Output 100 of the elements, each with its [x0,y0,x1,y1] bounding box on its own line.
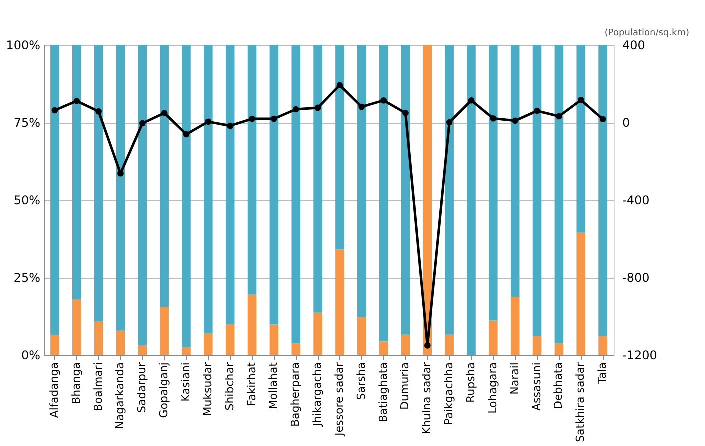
bar [116,45,126,331]
point [292,106,300,113]
x-tick-label: Sadarpur [136,362,149,413]
x-tick-label: Alfadanga [48,362,61,418]
bar [401,334,410,355]
bar [50,335,60,355]
bar [72,45,82,300]
bar [598,336,608,355]
bar [445,45,454,335]
bar [248,294,257,355]
bar [138,45,148,346]
point [271,116,278,122]
bar [50,45,60,336]
bar [358,45,366,318]
point [139,120,146,127]
point [424,342,431,349]
x-tick-label: Assasuni [530,362,544,411]
bar [423,45,432,355]
x-tick-label: Boalmari [92,362,105,412]
bar [226,324,235,355]
bar [401,45,410,335]
x-tick-label: Nagarkanda [114,362,127,430]
bar [532,45,542,336]
bar [226,45,235,324]
point [512,118,519,124]
point [336,82,344,88]
bar [94,322,104,355]
x-tick-label: Satkhira sadar [574,362,588,442]
point [74,98,80,104]
bar [510,45,520,298]
point [468,97,475,104]
y2-tick-label: -1200 [622,348,658,362]
point [556,113,562,120]
point [490,115,497,122]
y-tick-label: 100% [6,38,40,52]
point [600,116,606,123]
x-tick-label: Fakirhat [245,362,258,406]
bar [554,45,564,344]
x-tick-label: Gopalganj [158,362,171,418]
bar [489,320,498,355]
x-tick-label: Sarsha [354,362,368,400]
x-tick-label: Debhata [552,362,566,410]
bar [379,45,388,342]
bar [292,45,300,344]
y-tick-label: 25% [14,271,40,285]
y2-tick-label: 0 [622,116,630,130]
y2-axis-title: (Population/sq.km) [604,28,690,38]
bar [270,324,279,355]
bar [576,232,586,355]
x-tick-label: Tala [596,362,610,385]
point [578,97,584,104]
bar [576,45,586,233]
x-tick-label: Batiaghata [376,362,390,423]
bar [445,334,454,355]
bar [204,45,213,334]
bar [489,45,498,321]
bar [204,334,213,355]
x-tick-label: Kasiani [180,362,192,402]
bar [248,45,257,295]
x-tick-label: Jessore sadar [332,362,346,437]
bar [160,306,169,355]
bar [94,45,104,322]
y2-tick-label: 400 [622,38,646,52]
point [52,107,58,114]
y2-tick-label: -400 [622,194,650,208]
y2-tick-label: -800 [622,271,650,285]
x-tick-label: Muksudar [201,362,214,416]
point [380,97,387,104]
bar [336,250,344,355]
point [205,118,212,126]
point [118,170,124,177]
bar [160,45,169,307]
bar [379,342,388,355]
y-tick-label: 75% [14,116,40,130]
bar [510,297,520,355]
bar [314,45,322,313]
point [402,110,409,116]
point [183,131,190,138]
x-tick-label: Rupsha [464,362,478,404]
x-tick-label: Dumuria [398,362,412,410]
bar [182,347,191,355]
x-tick-label: Bhanga [70,362,83,404]
bar [116,330,126,355]
bar [554,344,564,355]
point [227,122,234,130]
bar [270,45,279,325]
point [96,108,102,115]
x-tick-label: Lohagara [486,362,500,414]
point [161,110,168,116]
x-tick-label: Narail [508,362,522,395]
y-tick-label: 0% [21,348,40,362]
point [358,104,366,110]
x-tick-label: Jhikargacha [311,362,324,428]
x-tick-label: Bagherpara [289,362,302,428]
bar [182,45,191,348]
x-tick-label: Shibchar [223,362,236,411]
x-tick-label: Paikgachha [442,362,456,426]
point [534,108,540,114]
bar [358,317,366,355]
bar [598,45,608,336]
